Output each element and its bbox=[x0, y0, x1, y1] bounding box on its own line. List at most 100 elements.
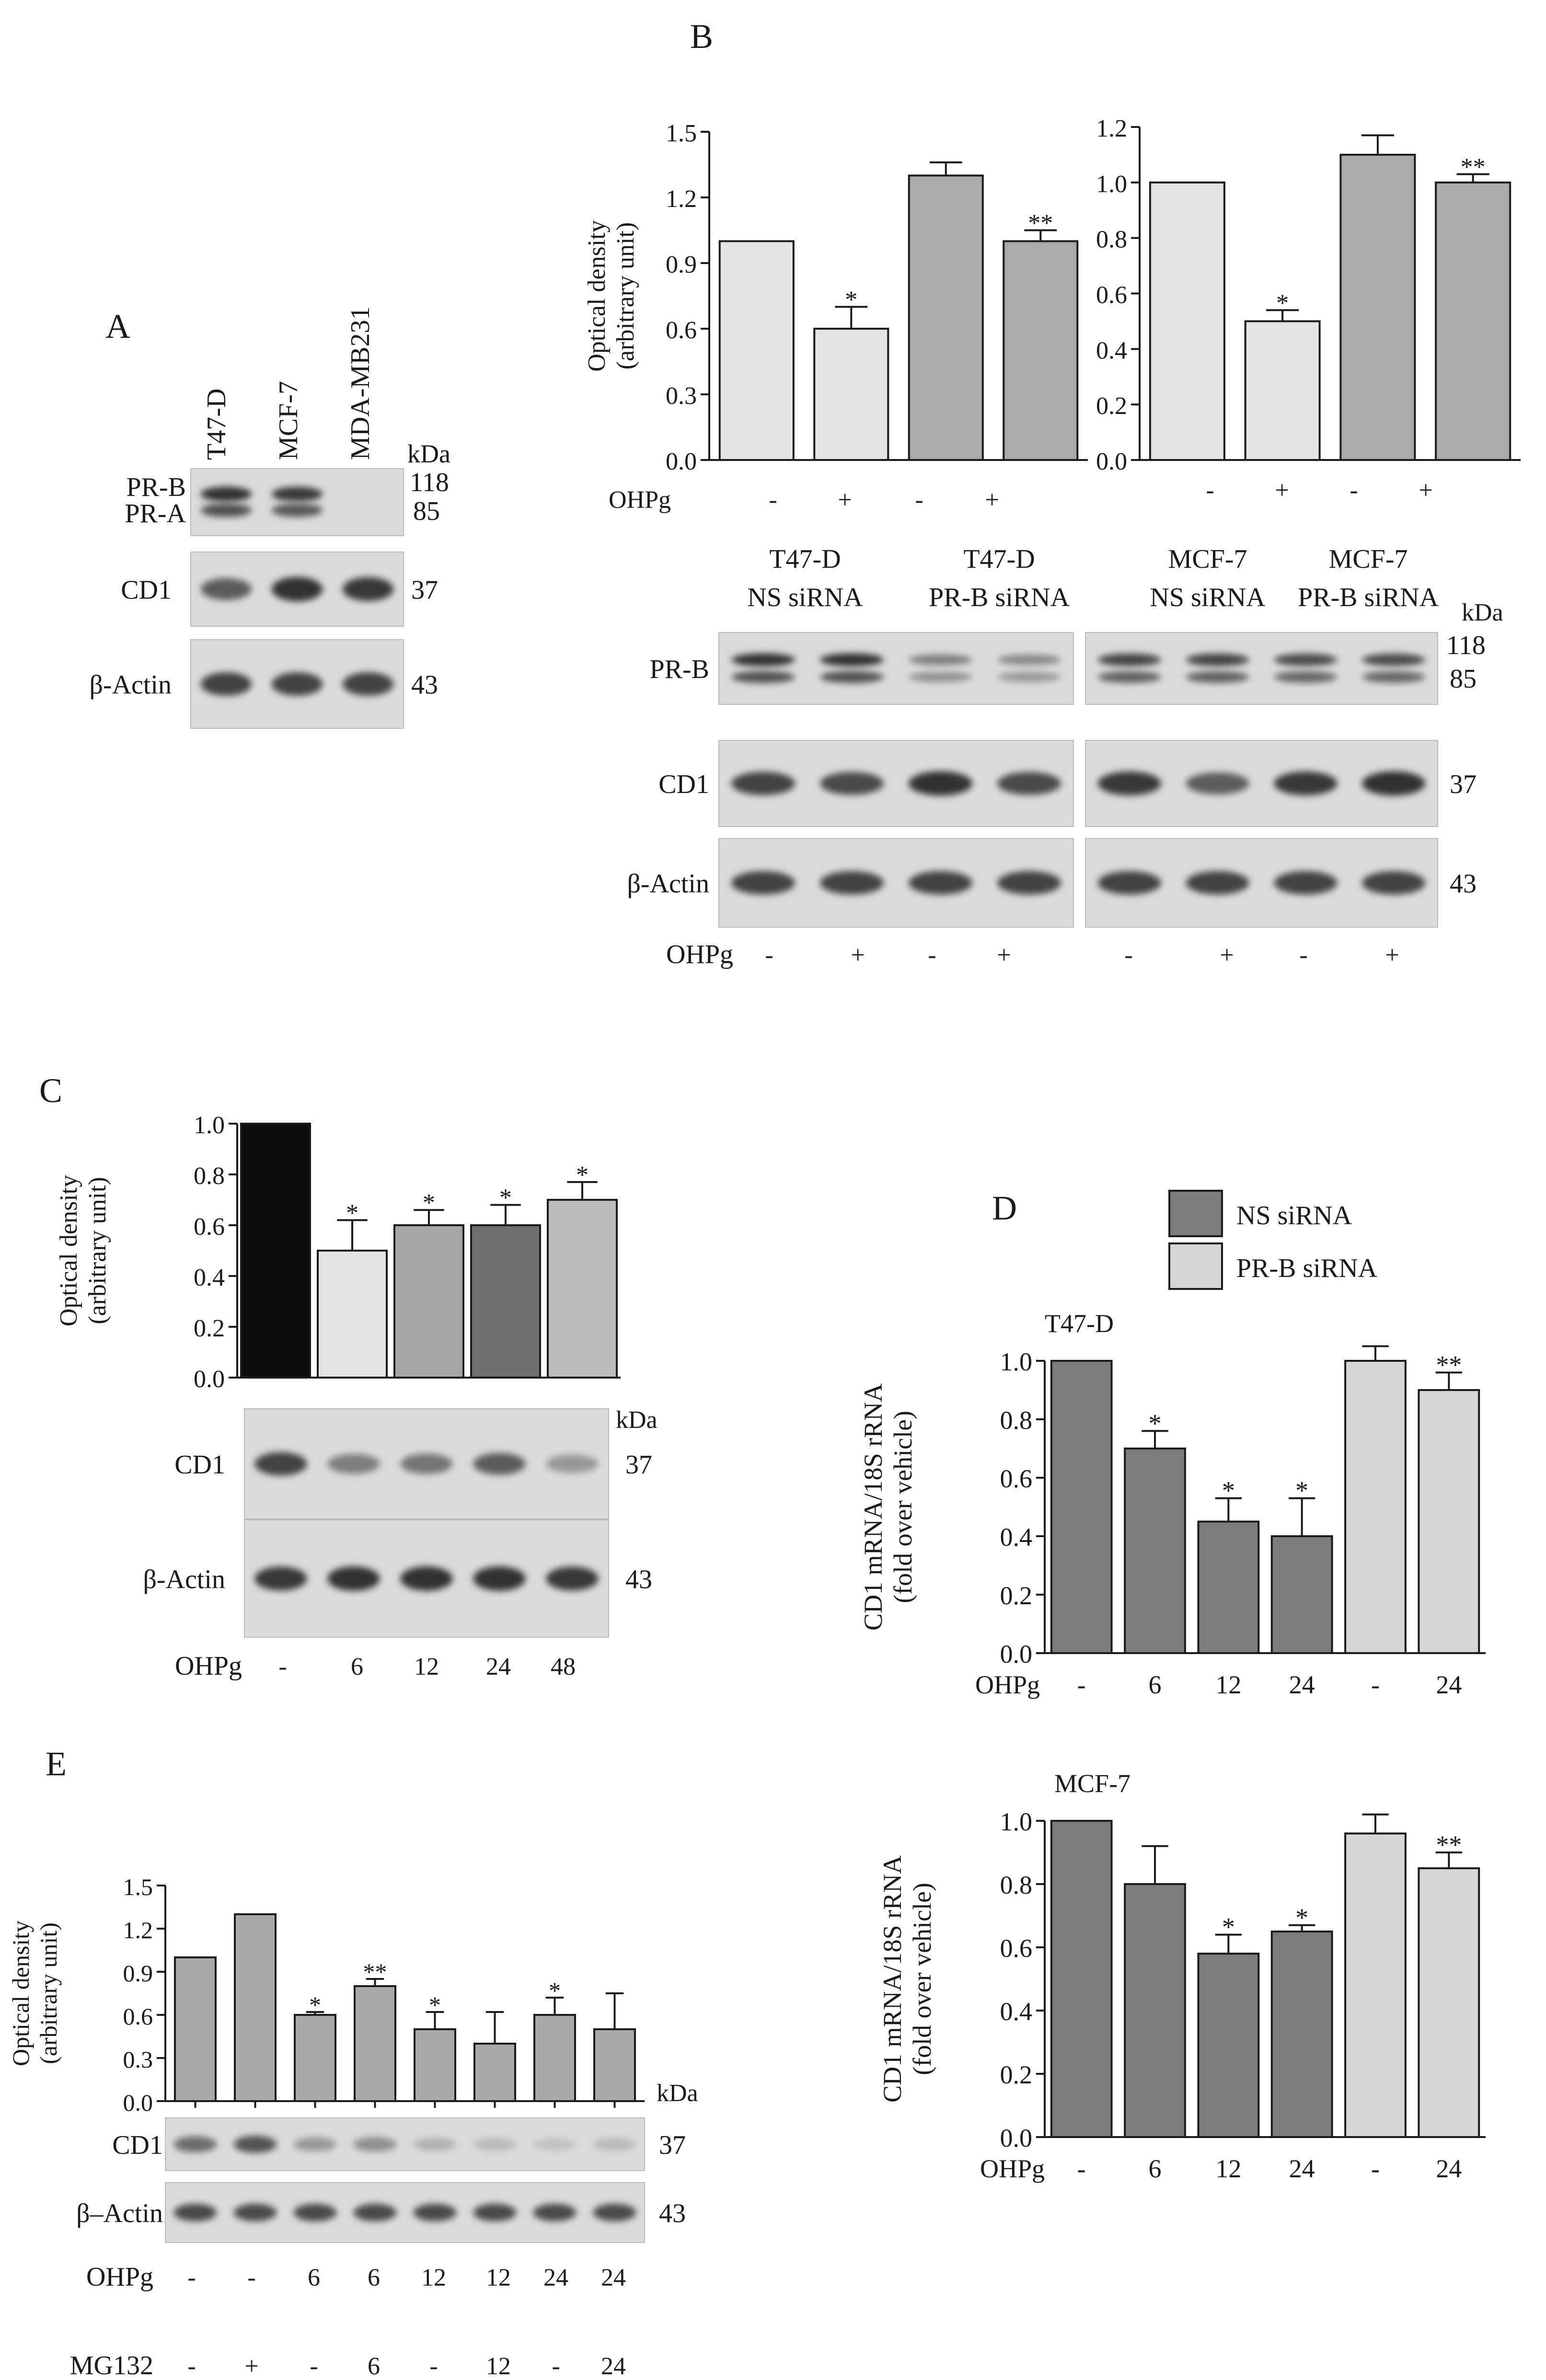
legend-swatch bbox=[1168, 1190, 1223, 1237]
y-tick-label: 0.6 bbox=[1000, 1934, 1033, 1963]
blot-band bbox=[271, 503, 323, 517]
blot-label: CD1 bbox=[174, 1450, 225, 1480]
legend-label: NS siRNA bbox=[1236, 1201, 1352, 1230]
treatment-value: 6 bbox=[368, 2353, 380, 2380]
chart-bar bbox=[1003, 240, 1079, 461]
blot-band bbox=[1361, 871, 1426, 895]
blot-label: CD1 bbox=[121, 575, 172, 605]
x-tick-label: 12 bbox=[1215, 2154, 1241, 2183]
kda-label: kDa bbox=[1462, 599, 1503, 626]
blot-size: 118 bbox=[1446, 631, 1486, 660]
blot-band bbox=[819, 871, 884, 895]
y-tick-label: 0.0 bbox=[1000, 2124, 1033, 2152]
y-tick-label: 0.0 bbox=[1000, 1640, 1033, 1668]
blot-size: 43 bbox=[1450, 869, 1477, 899]
significance-mark: * bbox=[1222, 1913, 1235, 1942]
blot-size: 37 bbox=[659, 2130, 686, 2160]
x-tick-label: 24 bbox=[1436, 1670, 1462, 1699]
blot-band bbox=[1097, 653, 1162, 667]
group-title: PR-B siRNA bbox=[929, 583, 1070, 612]
chart-bar bbox=[1418, 1867, 1480, 2138]
blot-size: 85 bbox=[413, 496, 440, 526]
blot-band bbox=[271, 486, 323, 502]
treatment-label: OHPg bbox=[609, 486, 671, 514]
blot-label: β-Actin bbox=[627, 869, 709, 899]
blot-band bbox=[200, 503, 252, 517]
significance-mark: * bbox=[429, 1991, 441, 2018]
blot-band bbox=[1274, 771, 1338, 795]
group-title: MCF-7 bbox=[1168, 544, 1247, 574]
blot-band bbox=[342, 577, 394, 601]
significance-mark: ** bbox=[1461, 153, 1486, 181]
x-tick-label: - bbox=[1077, 1670, 1086, 1699]
y-tick-label: 0.6 bbox=[666, 317, 697, 344]
y-tick-label: 0.6 bbox=[1096, 282, 1127, 309]
y-tick-label: 1.0 bbox=[194, 1112, 225, 1139]
blot-band bbox=[533, 2138, 577, 2150]
legend-swatch bbox=[1168, 1242, 1223, 1290]
blot-band bbox=[400, 1566, 453, 1591]
blot-band bbox=[1274, 654, 1338, 666]
significance-mark: * bbox=[309, 1991, 321, 2018]
blot-band bbox=[200, 578, 252, 600]
chart-bar bbox=[1270, 1535, 1333, 1654]
blot-band bbox=[327, 1566, 380, 1591]
y-tick-label: 0.8 bbox=[194, 1162, 225, 1190]
blot-band bbox=[1097, 771, 1162, 795]
kda-label: kDa bbox=[407, 439, 450, 468]
treatment-value: 6 bbox=[368, 2264, 380, 2291]
treatment-sign: 48 bbox=[551, 1653, 576, 1680]
blot-band bbox=[473, 1453, 526, 1475]
x-tick-label: 6 bbox=[1149, 2154, 1162, 2183]
blot-band bbox=[1186, 871, 1249, 895]
blot-band bbox=[473, 2204, 517, 2221]
lane-label: MDA-MB231 bbox=[346, 307, 375, 460]
y-tick-label: 1.5 bbox=[666, 120, 697, 147]
significance-mark: * bbox=[576, 1161, 588, 1189]
panel-letter-a: A bbox=[105, 307, 130, 345]
panel-letter-d: D bbox=[992, 1189, 1017, 1227]
chart-bar bbox=[473, 2043, 516, 2102]
blot-band bbox=[546, 1454, 599, 1473]
blot-size: 37 bbox=[1450, 770, 1477, 799]
blot-band bbox=[1186, 671, 1249, 683]
panel-letter-b: B bbox=[690, 17, 713, 56]
treatment-sign: - bbox=[769, 486, 777, 514]
significance-mark: * bbox=[1149, 1409, 1162, 1437]
blot-band bbox=[1361, 654, 1426, 666]
y-tick-label: 1.2 bbox=[1096, 115, 1127, 142]
treatment-value: 12 bbox=[421, 2264, 446, 2291]
y-tick-label: 0.4 bbox=[1000, 1997, 1033, 2026]
y-tick-label: 0.2 bbox=[1000, 2060, 1033, 2089]
treatment-value: - bbox=[247, 2264, 255, 2291]
treatment-sign: 6 bbox=[351, 1653, 363, 1680]
x-tick-label: 6 bbox=[1149, 1670, 1162, 1699]
chart-bar bbox=[718, 240, 795, 461]
treatment-sign: + bbox=[851, 942, 865, 969]
treatment-label: OHPg bbox=[666, 940, 733, 969]
blot-band bbox=[200, 672, 252, 696]
blot-band bbox=[353, 2204, 397, 2221]
blot-size: 118 bbox=[410, 468, 449, 497]
chart-bar bbox=[1149, 181, 1225, 461]
x-tick-label: - bbox=[1371, 2154, 1380, 2183]
chart-bar bbox=[414, 2028, 456, 2102]
y-tick-label: 1.2 bbox=[123, 1917, 153, 1943]
treatment-sign: 12 bbox=[414, 1653, 439, 1680]
blot-band bbox=[327, 1454, 380, 1474]
y-axis-label: (fold over vehicle) bbox=[888, 1411, 917, 1603]
significance-mark: * bbox=[423, 1189, 435, 1217]
blot-label: PR-B bbox=[650, 655, 710, 684]
chart-bar bbox=[1244, 320, 1321, 461]
y-axis-label: (arbitrary unit) bbox=[84, 1177, 111, 1324]
blot-band bbox=[1274, 871, 1338, 895]
x-tick-label: 24 bbox=[1289, 1670, 1315, 1699]
significance-mark: ** bbox=[1436, 1830, 1462, 1859]
group-title: NS siRNA bbox=[747, 583, 863, 612]
y-tick-label: 0.2 bbox=[194, 1315, 225, 1342]
treatment-sign: - bbox=[915, 486, 923, 514]
blot-band bbox=[546, 1566, 599, 1591]
blot-band bbox=[908, 771, 973, 796]
blot-label: β-Actin bbox=[89, 670, 172, 700]
chart-bar bbox=[1270, 1931, 1333, 2138]
